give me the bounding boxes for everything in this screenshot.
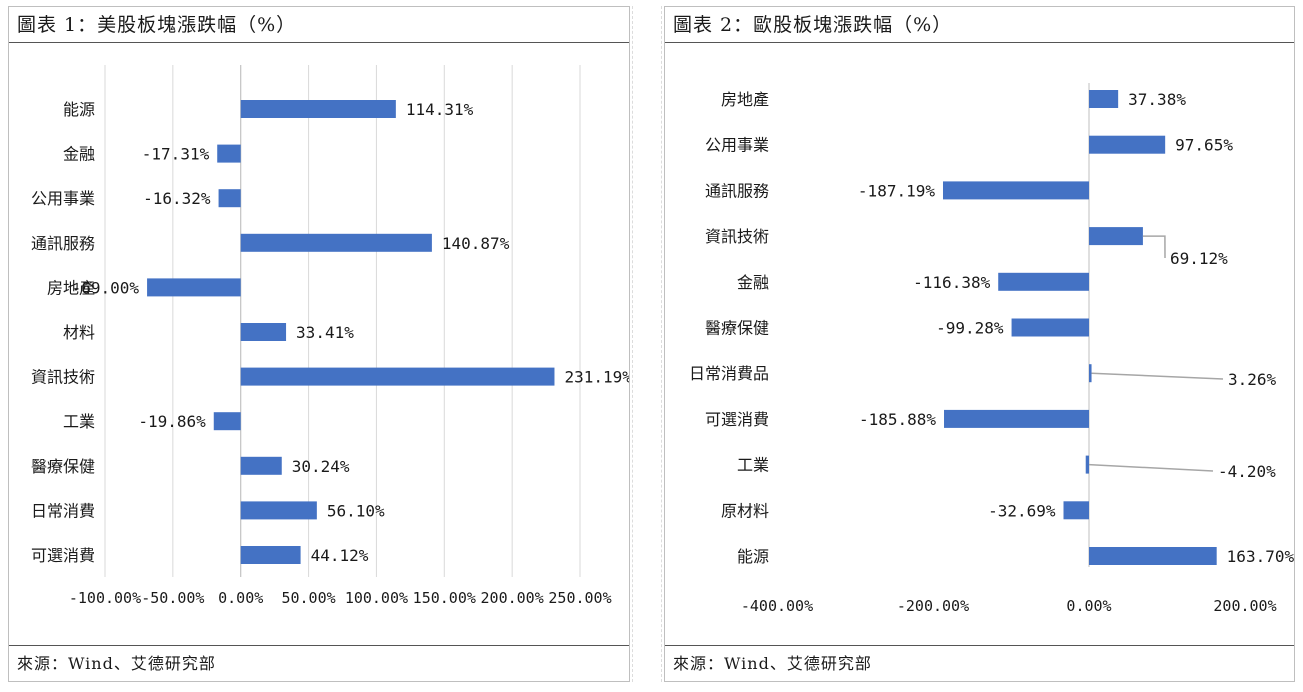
bar — [240, 367, 555, 386]
us-sector-bar-chart: 能源 114.31% 金融 -17.31% 公用事業 -16.32% 通訊服務 140.87%… — [31, 65, 629, 607]
x-tick-label: 250.00% — [548, 589, 611, 607]
x-tick-label: 0.00% — [218, 589, 263, 607]
category-label: 通訊服務 — [31, 234, 95, 253]
data-label: 97.65% — [1175, 136, 1233, 155]
bar — [1085, 455, 1089, 474]
eu-sector-chart-panel: 房地產 37.38% 公用事業 97.65% 通訊服務 -187.19% 資訊技術 69.12… — [664, 6, 1295, 682]
bar — [240, 100, 396, 118]
bar — [240, 546, 301, 564]
us-sector-chart-panel: 能源 114.31% 金融 -17.31% 公用事業 -16.32% 通訊服務 140.87%… — [8, 6, 630, 682]
bar — [944, 409, 1089, 428]
category-label: 工業 — [737, 456, 769, 475]
data-label: 37.38% — [1128, 90, 1186, 109]
panel-gap — [632, 6, 662, 682]
bar — [240, 233, 432, 252]
x-tick-label: 0.00% — [1066, 597, 1111, 615]
data-label: 56.10% — [327, 501, 385, 520]
data-label: -17.31% — [142, 145, 210, 164]
category-label: 醫療保健 — [705, 319, 769, 338]
category-label: 能源 — [737, 547, 769, 566]
data-label: -185.88% — [859, 410, 936, 429]
x-tick-label: 50.00% — [281, 589, 335, 607]
data-label: 3.26% — [1228, 370, 1277, 389]
x-tick-label: -200.00% — [897, 597, 969, 615]
data-label: -116.38% — [913, 273, 990, 292]
category-label: 材料 — [63, 323, 95, 342]
data-label: -4.20% — [1218, 462, 1276, 481]
x-tick-label: -400.00% — [741, 597, 813, 615]
bar — [1089, 547, 1217, 565]
data-label: 231.19% — [564, 368, 629, 387]
label-leader-line — [1142, 235, 1166, 259]
data-label: -32.69% — [988, 501, 1056, 520]
data-label: 44.12% — [311, 546, 369, 565]
x-tick-label: -100.00% — [69, 589, 141, 607]
data-label: -69.00% — [72, 278, 140, 297]
data-label: -99.28% — [936, 319, 1004, 338]
us-chart-source: 來源：Wind、艾德研究部 — [9, 645, 629, 681]
bar — [1089, 227, 1143, 246]
x-tick-label: 100.00% — [345, 589, 408, 607]
data-label: -187.19% — [858, 181, 935, 200]
category-label: 資訊技術 — [31, 368, 95, 387]
data-label: -19.86% — [138, 412, 206, 431]
bar — [213, 412, 241, 431]
bar — [147, 278, 241, 297]
bar — [1089, 364, 1092, 383]
category-label: 金融 — [737, 273, 769, 292]
x-tick-label: 200.00% — [1213, 597, 1276, 615]
data-label: 33.41% — [296, 323, 354, 342]
data-label: 69.12% — [1170, 249, 1228, 268]
data-label: 114.31% — [406, 100, 474, 119]
us-chart-title: 圖表 1：美股板塊漲跌幅（%） — [9, 7, 629, 43]
data-label: -16.32% — [143, 189, 211, 208]
bar — [240, 456, 282, 475]
category-label: 通訊服務 — [705, 181, 769, 200]
x-tick-label: 150.00% — [413, 589, 476, 607]
bar — [998, 272, 1089, 291]
eu-sector-bar-chart: 房地產 37.38% 公用事業 97.65% 通訊服務 -187.19% 資訊技術 69.12… — [689, 83, 1294, 615]
bar — [240, 501, 317, 520]
x-tick-label: 200.00% — [481, 589, 544, 607]
data-label: 163.70% — [1227, 547, 1294, 566]
category-label: 日常消費 — [31, 501, 95, 520]
label-leader-line — [1088, 463, 1214, 472]
x-tick-label: -50.00% — [141, 589, 204, 607]
bar — [1089, 135, 1166, 154]
category-label: 醫療保健 — [31, 457, 95, 476]
category-label: 資訊技術 — [705, 227, 769, 246]
data-label: 30.24% — [292, 457, 350, 476]
eu-chart-source: 來源：Wind、艾德研究部 — [665, 645, 1294, 681]
eu-chart-title: 圖表 2：歐股板塊漲跌幅（%） — [665, 7, 1294, 43]
label-leader-line — [1091, 372, 1224, 380]
category-label: 原材料 — [721, 501, 769, 520]
category-label: 房地產 — [721, 90, 769, 109]
bar — [240, 323, 287, 341]
bar — [1089, 90, 1119, 108]
category-label: 公用事業 — [705, 136, 769, 155]
category-label: 日常消費品 — [689, 364, 769, 383]
bar — [218, 189, 241, 208]
category-label: 可選消費 — [31, 546, 95, 565]
data-label: 140.87% — [442, 234, 510, 253]
bar — [1063, 501, 1089, 520]
category-label: 房地產 — [47, 278, 95, 297]
category-label: 能源 — [63, 100, 95, 119]
category-label: 金融 — [63, 145, 95, 164]
category-label: 工業 — [63, 412, 95, 431]
category-label: 公用事業 — [31, 189, 95, 208]
category-label: 可選消費 — [705, 410, 769, 429]
bar — [942, 181, 1089, 200]
bar — [217, 144, 241, 163]
bar — [1011, 318, 1089, 337]
